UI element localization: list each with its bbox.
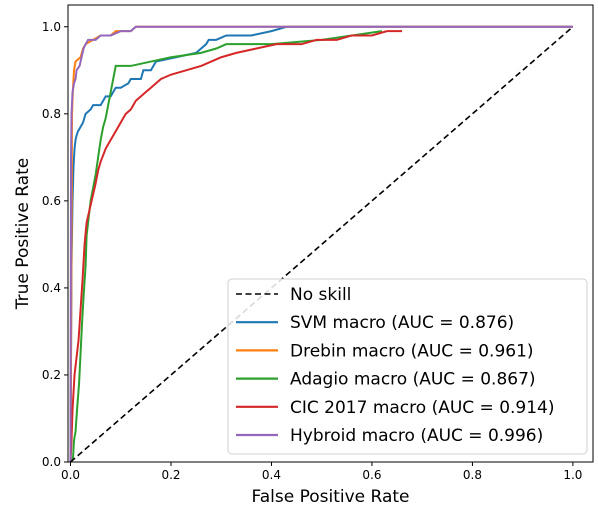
x-tick-label: 0.2 <box>161 468 180 482</box>
legend-box <box>227 278 588 455</box>
legend-label-4: CIC 2017 macro (AUC = 0.914) <box>290 398 555 418</box>
y-tick-label: 0.8 <box>42 107 61 121</box>
x-tick-label: 0.8 <box>463 468 482 482</box>
curves <box>69 25 574 462</box>
x-tick-label: 1.0 <box>563 468 582 482</box>
y-tick-label: 0.6 <box>42 194 61 208</box>
series-line-4 <box>69 30 403 462</box>
y-tick-label: 0.2 <box>42 368 61 382</box>
y-axis-ticks: 0.0 0.2 0.4 0.6 0.8 1.0 <box>42 20 68 469</box>
x-tick-label: 0.6 <box>362 468 381 482</box>
y-tick-label: 1.0 <box>42 20 61 34</box>
series-line-1 <box>69 25 573 462</box>
plot-frame <box>67 4 594 463</box>
legend-label-3: Adagio macro (AUC = 0.867) <box>290 370 536 390</box>
legend: No skill SVM macro (AUC = 0.876) Drebin ma… <box>227 278 588 455</box>
series-line-3 <box>69 30 383 462</box>
x-tick-label: 0.4 <box>262 468 281 482</box>
series-line-5 <box>69 25 573 462</box>
x-axis-ticks: 0.0 0.2 0.4 0.6 0.8 1.0 <box>61 462 582 482</box>
series-line-0 <box>69 26 574 462</box>
x-tick-label: 0.0 <box>61 468 80 482</box>
legend-label-1: SVM macro (AUC = 0.876) <box>290 313 514 333</box>
x-axis-label: False Positive Rate <box>252 487 410 507</box>
legend-label-0: No skill <box>290 285 351 305</box>
legend-label-5: Hybroid macro (AUC = 0.996) <box>290 426 543 446</box>
y-tick-label: 0.4 <box>42 281 61 295</box>
y-axis-label: True Positive Rate <box>13 158 33 310</box>
legend-label-2: Drebin macro (AUC = 0.961) <box>290 341 534 361</box>
y-tick-label: 0.0 <box>42 455 61 469</box>
